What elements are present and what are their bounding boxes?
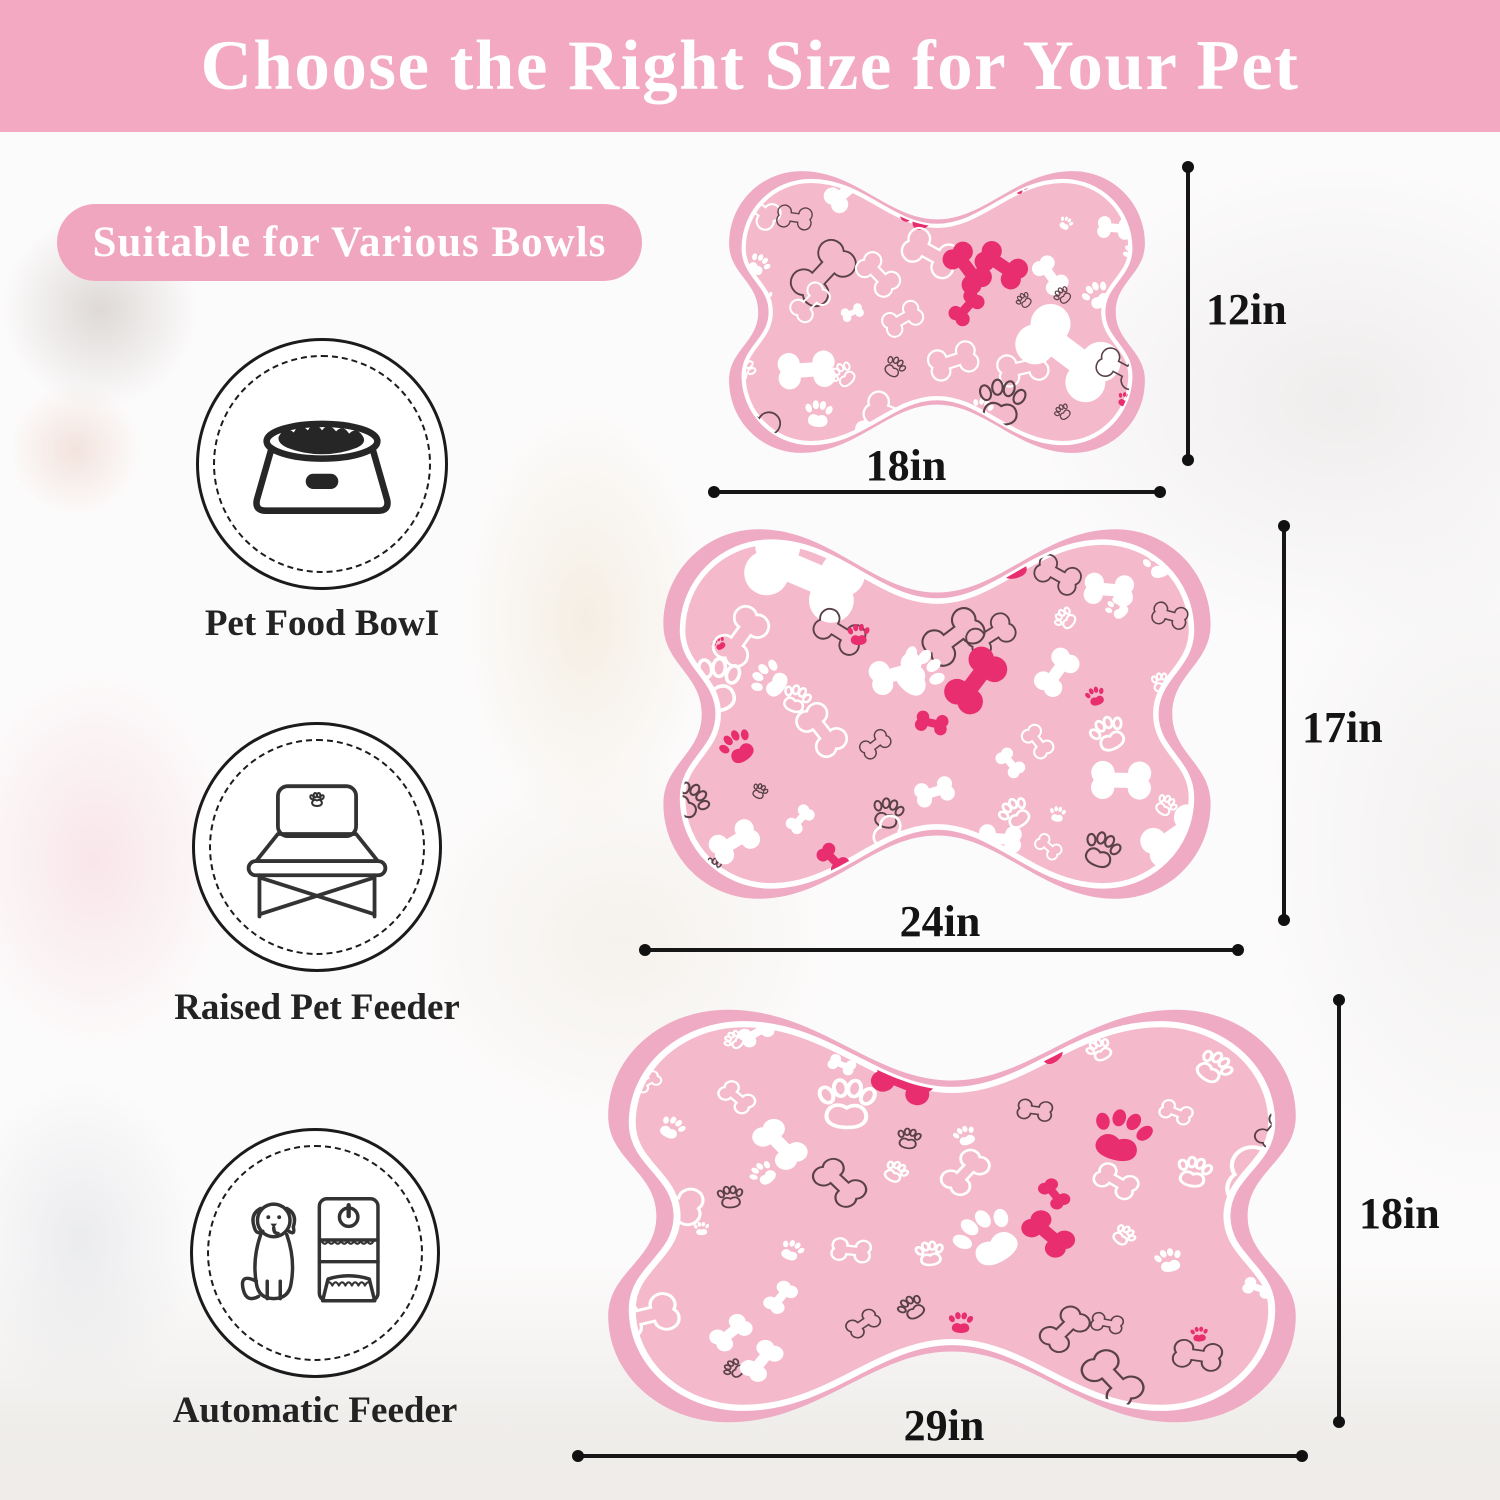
suitable-bowls-badge: Suitable for Various Bowls [57, 204, 642, 281]
raised-pet-feeder-label: Raised Pet Feeder [174, 987, 460, 1028]
mat-medium-width-label: 24in [899, 897, 981, 946]
page-title: Choose the Right Size for Your Pet [200, 26, 1300, 105]
dashed-ring [213, 355, 431, 573]
pet-food-bowl-label: Pet Food BowI [204, 603, 440, 644]
mat-large-height-label: 18in [1359, 1189, 1440, 1238]
mat-small-width-label: 18in [865, 441, 947, 490]
mat-small-height-label: 12in [1206, 285, 1287, 334]
mat-large-width-line [572, 1450, 1308, 1462]
dashed-ring [207, 1145, 423, 1361]
mat-medium-height-line [1278, 520, 1290, 926]
header-banner: Choose the Right Size for Your Pet [0, 0, 1500, 132]
pet-food-bowl-circle [196, 338, 448, 590]
mat-medium-height-label: 17in [1302, 703, 1383, 752]
mat-large-width-label: 29in [903, 1401, 985, 1450]
mat-small-height-line [1182, 161, 1194, 466]
suitable-bowls-badge-label: Suitable for Various Bowls [92, 219, 607, 266]
mat-small-graphic [729, 171, 1145, 453]
mat-small-width-line [708, 486, 1166, 498]
pet-food-bowl-icon [253, 420, 391, 514]
dashed-ring [209, 739, 425, 955]
raised-pet-feeder-circle [192, 722, 442, 972]
automatic-feeder-label: Automatic Feeder [172, 1390, 458, 1431]
automatic-feeder-icon [240, 1196, 380, 1303]
mat-large-graphic [608, 1009, 1296, 1423]
mat-medium-width-line [639, 944, 1244, 956]
automatic-feeder-circle [190, 1128, 440, 1378]
mat-medium-graphic [663, 529, 1211, 899]
raised-pet-feeder-icon [246, 784, 388, 919]
mat-large-height-line [1333, 994, 1345, 1428]
